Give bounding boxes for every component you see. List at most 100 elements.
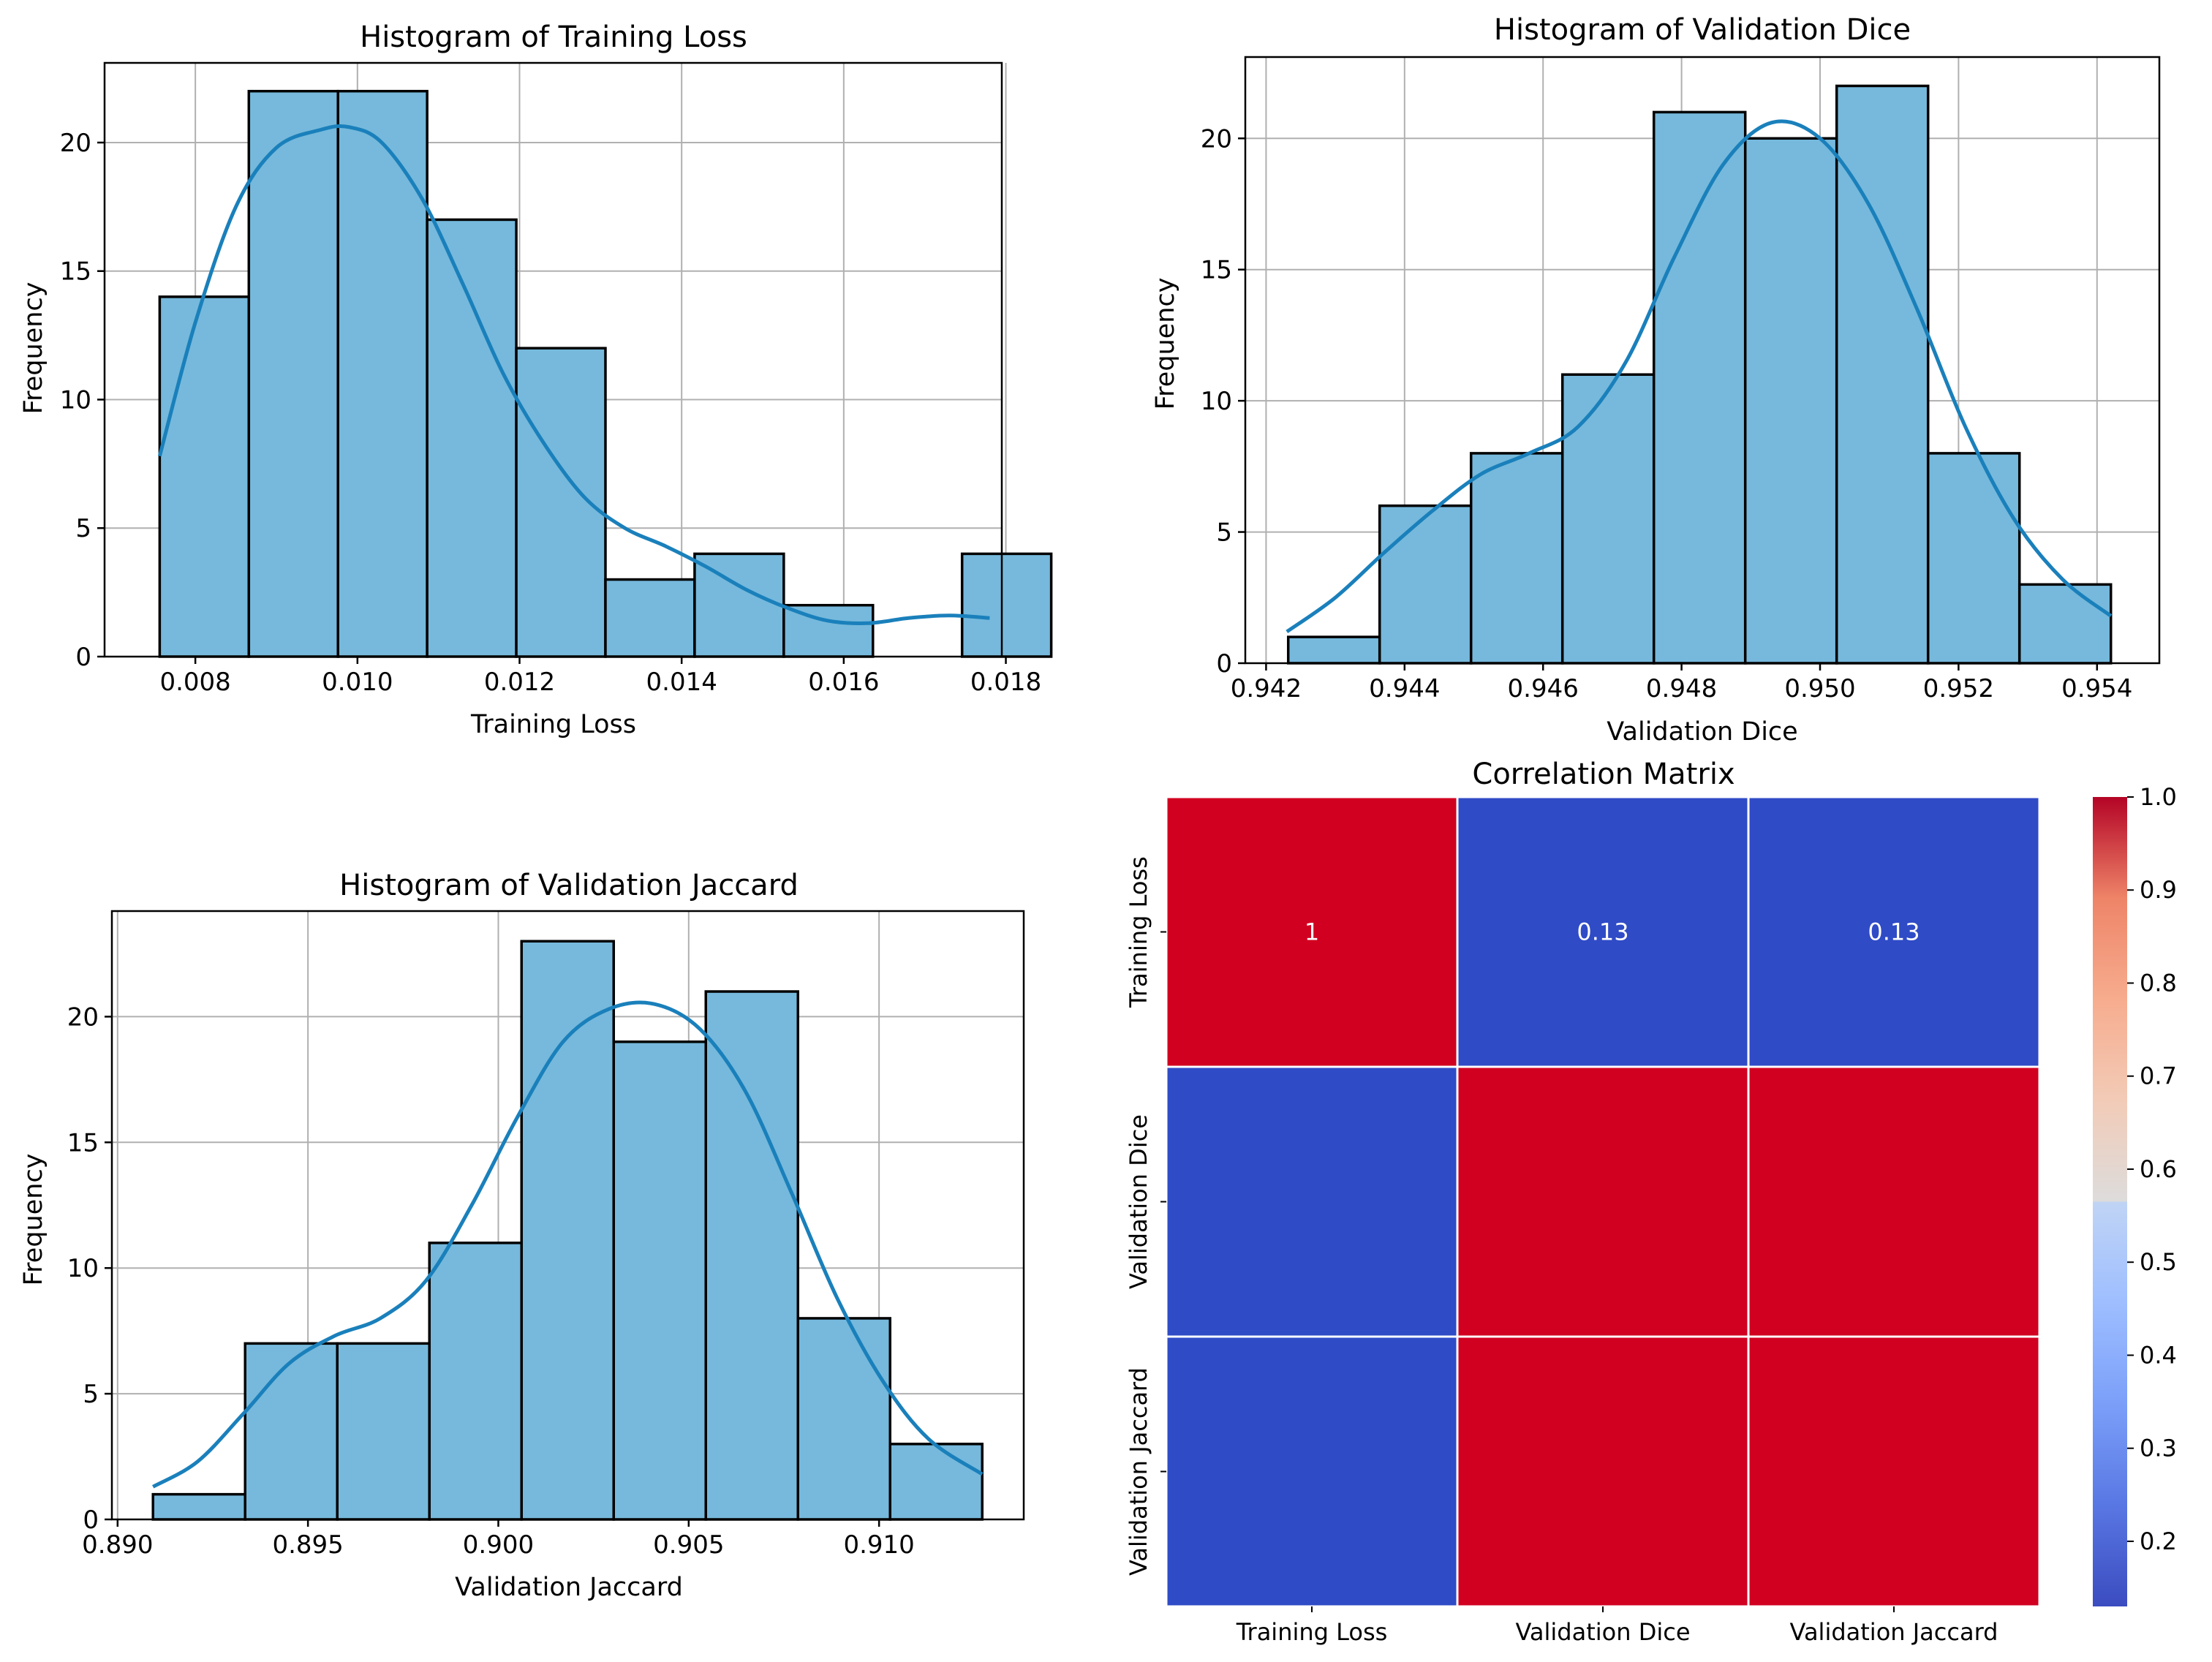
histogram-bar [693, 552, 785, 658]
y-tick-label: 5 [1216, 518, 1232, 548]
histogram-bar [612, 1040, 707, 1521]
histogram-bar [604, 578, 696, 658]
x-tick-label: 0.890 [82, 1530, 153, 1560]
heatmap-cell [1165, 1335, 1459, 1608]
y-tick-label: 15 [67, 1128, 99, 1157]
y-tick-label: 5 [75, 514, 91, 543]
x-tick-label: 0.952 [1923, 674, 1994, 703]
correlation-matrix-heatmap: Correlation Matrix 1 0.13 0.13 Training Lo… [1125, 758, 2177, 1646]
y-tick-label: Validation Jaccard [1125, 1367, 1152, 1576]
cell-annotation: 0.13 [1577, 918, 1628, 946]
histogram-bar [151, 1492, 246, 1521]
y-tick-label: 0 [75, 643, 91, 672]
kde-curve [152, 1000, 984, 1489]
x-axis-label: Validation Jaccard [455, 1573, 683, 1602]
x-tick-label: 0.942 [1231, 674, 1302, 703]
histogram-bar [960, 552, 1053, 658]
heatmap-cell [1165, 796, 1459, 1068]
plot-frame [103, 61, 1003, 658]
kde-curve [157, 124, 990, 625]
x-tick-label: Training Loss [1236, 1618, 1388, 1646]
training-loss-histogram: Histogram of Training Loss Training Loss… [19, 20, 1053, 739]
histogram-bar [1743, 137, 1838, 665]
validation-jaccard-histogram: Histogram of Validation Jaccard Validati… [19, 869, 1025, 1602]
y-tick-label: 0 [1216, 649, 1232, 679]
histogram-bar [1378, 504, 1473, 665]
colorbar-tick-label: 0.5 [2140, 1248, 2177, 1276]
x-tick-label: 0.900 [463, 1530, 534, 1560]
y-tick-label: 20 [60, 129, 91, 158]
x-axis-label: Validation Dice [1607, 717, 1797, 747]
y-tick-label: 10 [1201, 387, 1232, 416]
colorbar-tick-label: 0.9 [2140, 876, 2177, 904]
histogram-bar [336, 89, 429, 658]
y-axis-label: Frequency [1151, 278, 1180, 410]
histogram-bar [244, 1342, 339, 1521]
histogram-bar [704, 990, 799, 1521]
histogram-bar [796, 1317, 891, 1521]
histogram-bar [426, 218, 518, 658]
y-tick-label: 10 [67, 1254, 99, 1283]
plot-frame [110, 910, 1025, 1521]
colorbar-tick-label: 1.0 [2140, 783, 2177, 811]
colorbar-tick-label: 0.7 [2140, 1062, 2177, 1090]
histogram-bar [158, 295, 251, 658]
histogram-bar [1835, 84, 1930, 665]
chart-title: Histogram of Validation Dice [1494, 13, 1911, 47]
y-tick-label: 20 [67, 1002, 99, 1032]
histogram-bar [520, 940, 615, 1521]
heatmap-cell [1456, 1335, 1750, 1608]
histogram-bar [336, 1342, 431, 1521]
x-tick-label: 0.018 [970, 668, 1041, 697]
histogram-bar [1469, 452, 1564, 665]
y-tick-label: Training Loss [1125, 856, 1152, 1008]
validation-dice-histogram: Histogram of Validation Dice Validation … [1151, 13, 2161, 747]
colorbar: 0.2 0.3 0.4 0.5 0.6 0.7 0.8 0.9 1.0 [2093, 783, 2177, 1606]
histogram-bar [2017, 583, 2113, 665]
x-axis-label: Training Loss [470, 710, 636, 739]
histogram-bar [1926, 452, 2021, 665]
y-tick-label: Validation Dice [1125, 1114, 1152, 1289]
colorbar-tick-label: 0.8 [2140, 969, 2177, 997]
y-tick-label: 15 [1201, 256, 1232, 285]
x-tick-label: 0.954 [2061, 674, 2132, 703]
chart-title: Correlation Matrix [1472, 758, 1735, 791]
heatmap-cell [1456, 796, 1750, 1068]
y-tick-label: 0 [83, 1506, 99, 1535]
heatmap-cell [1747, 1335, 2041, 1608]
y-axis-label: Frequency [19, 282, 48, 415]
colorbar-tick-label: 0.3 [2140, 1435, 2177, 1462]
colorbar-tick-label: 0.4 [2140, 1341, 2177, 1369]
histogram-bar [1286, 635, 1381, 665]
y-tick-label: 20 [1201, 124, 1232, 154]
histogram-bar [1560, 373, 1656, 665]
x-tick-label: Validation Jaccard [1790, 1618, 1998, 1646]
x-tick-label: Validation Dice [1516, 1618, 1691, 1646]
x-tick-label: 0.910 [843, 1530, 914, 1560]
x-tick-label: 0.014 [646, 668, 717, 697]
chart-title: Histogram of Training Loss [360, 20, 747, 54]
x-tick-label: 0.016 [808, 668, 879, 697]
histogram-bar [1652, 110, 1747, 665]
histogram-bar [428, 1242, 523, 1521]
x-tick-label: 0.944 [1369, 674, 1440, 703]
heatmap-cell [1456, 1065, 1750, 1338]
colorbar-tick-label: 0.6 [2140, 1155, 2177, 1183]
y-tick-label: 15 [60, 257, 91, 287]
heatmap-cell [1165, 1065, 1459, 1338]
cell-annotation: 1 [1305, 918, 1319, 946]
x-tick-label: 0.946 [1508, 674, 1579, 703]
x-tick-label: 0.012 [484, 668, 555, 697]
cell-annotation: 0.13 [1868, 918, 1920, 946]
x-tick-label: 0.895 [272, 1530, 343, 1560]
y-tick-label: 10 [60, 385, 91, 415]
x-tick-label: 0.948 [1646, 674, 1717, 703]
kde-curve [1286, 119, 2113, 633]
y-axis-label: Frequency [19, 1154, 48, 1286]
histogram-bar [247, 89, 339, 658]
heatmap-cell [1747, 1065, 2041, 1338]
colorbar-tick-label: 0.2 [2140, 1527, 2177, 1555]
x-tick-label: 0.010 [322, 668, 393, 697]
histogram-bar [888, 1443, 984, 1521]
